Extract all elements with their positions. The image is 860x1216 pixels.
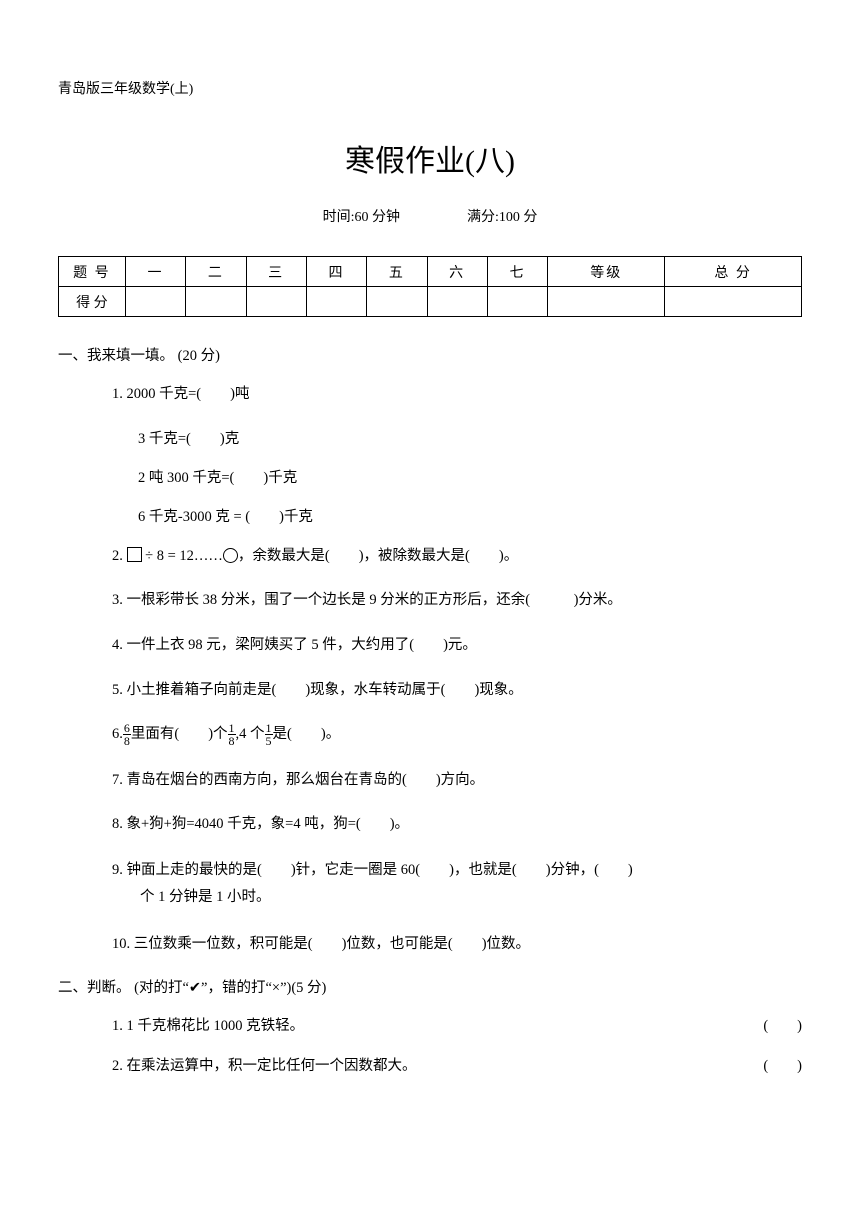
fraction-1-8: 18	[228, 722, 236, 747]
th: 三	[246, 257, 306, 287]
denom: 8	[228, 735, 236, 747]
fraction-1-5: 15	[265, 722, 273, 747]
th: 一	[125, 257, 185, 287]
q10: 10. 三位数乘一位数，积可能是( )位数，也可能是( )位数。	[58, 932, 802, 957]
q3: 3. 一根彩带长 38 分米，围了一个边长是 9 分米的正方形后，还余( )分米…	[58, 588, 802, 613]
judge-1-text: 1. 1 千克棉花比 1000 克铁轻。	[112, 1018, 304, 1034]
full-score: 满分:100 分	[467, 206, 537, 226]
square-icon	[127, 547, 142, 562]
td[interactable]	[367, 287, 427, 317]
judge-1: 1. 1 千克棉花比 1000 克铁轻。 ( )	[58, 1014, 802, 1039]
numer: 6	[123, 722, 131, 735]
q9-line2: 个 1 分钟是 1 小时。	[112, 884, 802, 912]
q8: 8. 象+狗+狗=4040 千克，象=4 吨，狗=( )。	[58, 812, 802, 837]
th: 二	[186, 257, 246, 287]
table-row: 得 分	[59, 287, 802, 317]
q1-line3: 2 吨 300 千克=( )千克	[58, 466, 802, 487]
denom: 8	[123, 735, 131, 747]
q9: 9. 钟面上走的最快的是( )针，它走一圈是 60( )，也就是( )分钟，( …	[58, 857, 802, 912]
table-row: 题 号 一 二 三 四 五 六 七 等级 总 分	[59, 257, 802, 287]
q6-tail: 是( )。	[273, 726, 341, 742]
th: 五	[367, 257, 427, 287]
q6-mid2: ,4 个	[236, 726, 265, 742]
score-table: 题 号 一 二 三 四 五 六 七 等级 总 分 得 分	[58, 256, 802, 317]
judge-paren[interactable]: ( )	[763, 1054, 802, 1079]
section-2-head: 二、判断。 (对的打“✔”，错的打“×”)(5 分)	[58, 977, 802, 1000]
numer: 1	[265, 722, 273, 735]
q5: 5. 小土推着箱子向前走是( )现象，水车转动属于( )现象。	[58, 678, 802, 703]
time-limit: 时间:60 分钟	[323, 206, 400, 226]
th: 六	[427, 257, 487, 287]
th: 总 分	[665, 257, 802, 287]
q7: 7. 青岛在烟台的西南方向，那么烟台在青岛的( )方向。	[58, 768, 802, 793]
q2-tail: ，余数最大是( )，被除数最大是( )。	[238, 548, 518, 564]
q1-line2: 3 千克=( )克	[58, 427, 802, 448]
q2-prefix: 2.	[112, 548, 127, 564]
page-title: 寒假作业(八)	[58, 136, 802, 180]
section-1-head: 一、我来填一填。 (20 分)	[58, 345, 802, 368]
th: 等级	[548, 257, 665, 287]
td[interactable]	[665, 287, 802, 317]
th: 四	[306, 257, 366, 287]
q4: 4. 一件上衣 98 元，梁阿姨买了 5 件，大约用了( )元。	[58, 633, 802, 658]
q2: 2. ÷ 8 = 12…… ，余数最大是( )，被除数最大是( )。	[58, 544, 802, 569]
td[interactable]	[548, 287, 665, 317]
q6-prefix: 6.	[112, 726, 123, 742]
q2-mid: ÷ 8 = 12……	[142, 548, 223, 564]
circle-icon	[223, 548, 238, 563]
judge-2: 2. 在乘法运算中，积一定比任何一个因数都大。 ( )	[58, 1054, 802, 1079]
td[interactable]	[246, 287, 306, 317]
td[interactable]	[186, 287, 246, 317]
q6: 6.68里面有( )个18,4 个15是( )。	[58, 722, 802, 747]
q1-line4: 6 千克-3000 克 = ( )千克	[58, 505, 802, 526]
td[interactable]	[487, 287, 547, 317]
judge-2-text: 2. 在乘法运算中，积一定比任何一个因数都大。	[112, 1058, 417, 1074]
subtitle: 时间:60 分钟 满分:100 分	[58, 206, 802, 226]
q9-line1: 9. 钟面上走的最快的是( )针，它走一圈是 60( )，也就是( )分钟，( …	[112, 857, 802, 885]
th: 题 号	[59, 257, 126, 287]
td[interactable]	[306, 287, 366, 317]
td[interactable]	[125, 287, 185, 317]
numer: 1	[228, 722, 236, 735]
th: 七	[487, 257, 547, 287]
book-header: 青岛版三年级数学(上)	[58, 78, 802, 98]
td: 得 分	[59, 287, 126, 317]
judge-paren[interactable]: ( )	[763, 1014, 802, 1039]
q6-mid1: 里面有( )个	[131, 726, 228, 742]
denom: 5	[265, 735, 273, 747]
q1-line1: 1. 2000 千克=( )吨	[58, 382, 802, 407]
td[interactable]	[427, 287, 487, 317]
fraction-6-8: 68	[123, 722, 131, 747]
